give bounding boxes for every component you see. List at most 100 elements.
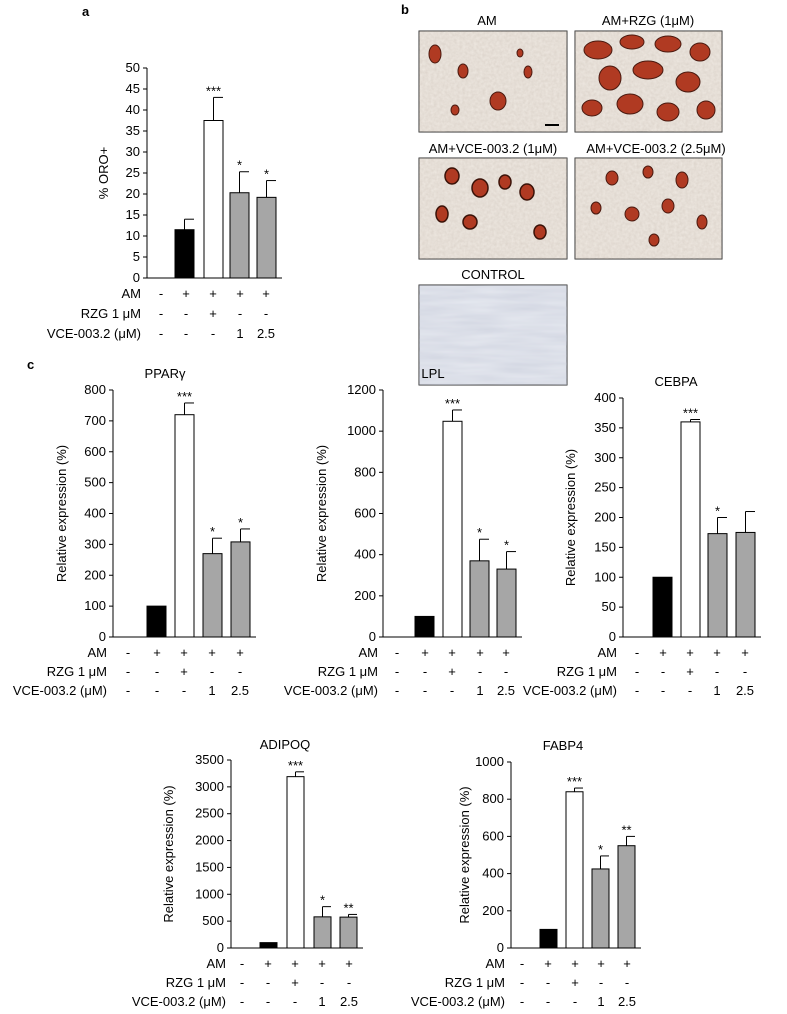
- bar: [313, 916, 332, 949]
- y-tick-label: 700: [84, 413, 106, 428]
- y-tick-label: 600: [84, 444, 106, 459]
- condition-value: -: [599, 975, 603, 990]
- y-axis-label: Relative expression (%): [54, 445, 69, 582]
- y-tick-label: 5: [133, 249, 140, 264]
- bar: [735, 531, 756, 638]
- condition-value: +: [180, 645, 188, 660]
- significance-label: *: [320, 893, 325, 908]
- bar: [174, 414, 195, 638]
- bar: [230, 541, 251, 638]
- significance-label: *: [210, 524, 215, 539]
- y-tick-label: 30: [126, 144, 140, 159]
- condition-value: +: [182, 286, 190, 301]
- condition-value: +: [421, 645, 429, 660]
- bar: [146, 605, 167, 638]
- significance-label: ***: [445, 396, 460, 411]
- condition-value: -: [155, 664, 159, 679]
- condition-value: -: [184, 306, 188, 321]
- condition-row-label: VCE-003.2 (μM): [523, 683, 617, 698]
- condition-value: +: [291, 975, 299, 990]
- condition-value: 2.5: [340, 994, 358, 1009]
- chart-cebpa: CEBPA 0 50 100 150 200 250 300 350 400 Relative ex…: [523, 374, 761, 698]
- condition-value: +: [153, 645, 161, 660]
- y-tick-label: 0: [369, 629, 376, 644]
- bar: [286, 776, 305, 949]
- bar: [591, 868, 610, 949]
- y-tick-label: 200: [482, 903, 504, 918]
- y-tick-label: 600: [354, 506, 376, 521]
- condition-value: +: [659, 645, 667, 660]
- y-tick-label: 250: [594, 480, 616, 495]
- condition-value: -: [520, 975, 524, 990]
- y-tick-label: 25: [126, 165, 140, 180]
- chart-title: PPARγ: [145, 366, 186, 381]
- significance-label: *: [238, 515, 243, 530]
- y-tick-label: 400: [594, 390, 616, 405]
- condition-value: +: [318, 956, 326, 971]
- bar: [707, 533, 728, 638]
- condition-value: +: [448, 645, 456, 660]
- significance-label: ***: [177, 389, 192, 404]
- condition-row-label: VCE-003.2 (μM): [284, 683, 378, 698]
- condition-value: -: [182, 683, 186, 698]
- condition-row-label: RZG 1 μM: [81, 306, 141, 321]
- condition-value: +: [476, 645, 484, 660]
- condition-value: +: [741, 645, 749, 660]
- condition-value: +: [571, 956, 579, 971]
- condition-value: -: [264, 306, 268, 321]
- condition-value: +: [571, 975, 579, 990]
- condition-value: -: [238, 664, 242, 679]
- y-tick-label: 45: [126, 81, 140, 96]
- y-axis-label: Relative expression (%): [161, 785, 176, 922]
- panel-label-b: b: [401, 2, 409, 17]
- y-tick-label: 2000: [195, 833, 224, 848]
- condition-row-label: AM: [359, 645, 379, 660]
- condition-value: 2.5: [497, 683, 515, 698]
- bar: [174, 229, 195, 279]
- y-tick-label: 20: [126, 186, 140, 201]
- condition-value: -: [240, 975, 244, 990]
- condition-value: +: [264, 956, 272, 971]
- condition-value: -: [395, 645, 399, 660]
- micrograph-title-am-rzg: AM+RZG (1μM): [602, 13, 694, 28]
- significance-label: ***: [683, 406, 698, 421]
- condition-value: -: [126, 645, 130, 660]
- condition-value: +: [291, 956, 299, 971]
- condition-value: 1: [208, 683, 215, 698]
- y-tick-label: 400: [354, 547, 376, 562]
- condition-value: -: [293, 994, 297, 1009]
- condition-row-label: RZG 1 μM: [557, 664, 617, 679]
- condition-value: -: [126, 664, 130, 679]
- condition-row-label: RZG 1 μM: [166, 975, 226, 990]
- condition-row-label: VCE-003.2 (μM): [13, 683, 107, 698]
- condition-value: +: [544, 956, 552, 971]
- condition-value: -: [320, 975, 324, 990]
- panel-label-a: a: [82, 4, 90, 19]
- y-tick-label: 400: [84, 506, 106, 521]
- bar: [680, 421, 701, 638]
- significance-label: ***: [206, 83, 221, 98]
- condition-value: 1: [236, 326, 243, 341]
- condition-value: +: [623, 956, 631, 971]
- condition-value: 1: [476, 683, 483, 698]
- condition-value: -: [478, 664, 482, 679]
- significance-label: *: [598, 842, 603, 857]
- condition-value: -: [126, 683, 130, 698]
- bar: [203, 120, 224, 279]
- condition-value: -: [450, 683, 454, 698]
- condition-value: -: [625, 975, 629, 990]
- y-tick-label: 0: [133, 270, 140, 285]
- micrograph-am: AM: [418, 13, 568, 133]
- condition-row-label: VCE-003.2 (μM): [47, 326, 141, 341]
- chart-lpl: LPL 0 200 400 600 800 1000 1200 Relative express…: [284, 366, 522, 698]
- chart-pparg: PPARγ 0 100 200 300 400 500 600 700 800 Relative e…: [13, 366, 256, 698]
- condition-value: -: [211, 326, 215, 341]
- condition-value: 1: [713, 683, 720, 698]
- y-tick-label: 600: [482, 828, 504, 843]
- condition-row-label: RZG 1 μM: [445, 975, 505, 990]
- micrograph-am-vce-1: AM+VCE-003.2 (1μM): [418, 141, 568, 260]
- condition-value: -: [635, 683, 639, 698]
- condition-value: 2.5: [257, 326, 275, 341]
- micrograph-title-am-vce-2-5: AM+VCE-003.2 (2.5μM): [586, 141, 725, 156]
- condition-value: +: [209, 306, 217, 321]
